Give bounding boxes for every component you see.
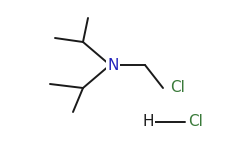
Text: N: N [107,57,119,72]
Text: Cl: Cl [170,81,185,96]
Text: H: H [142,114,154,129]
Text: Cl: Cl [188,114,203,129]
